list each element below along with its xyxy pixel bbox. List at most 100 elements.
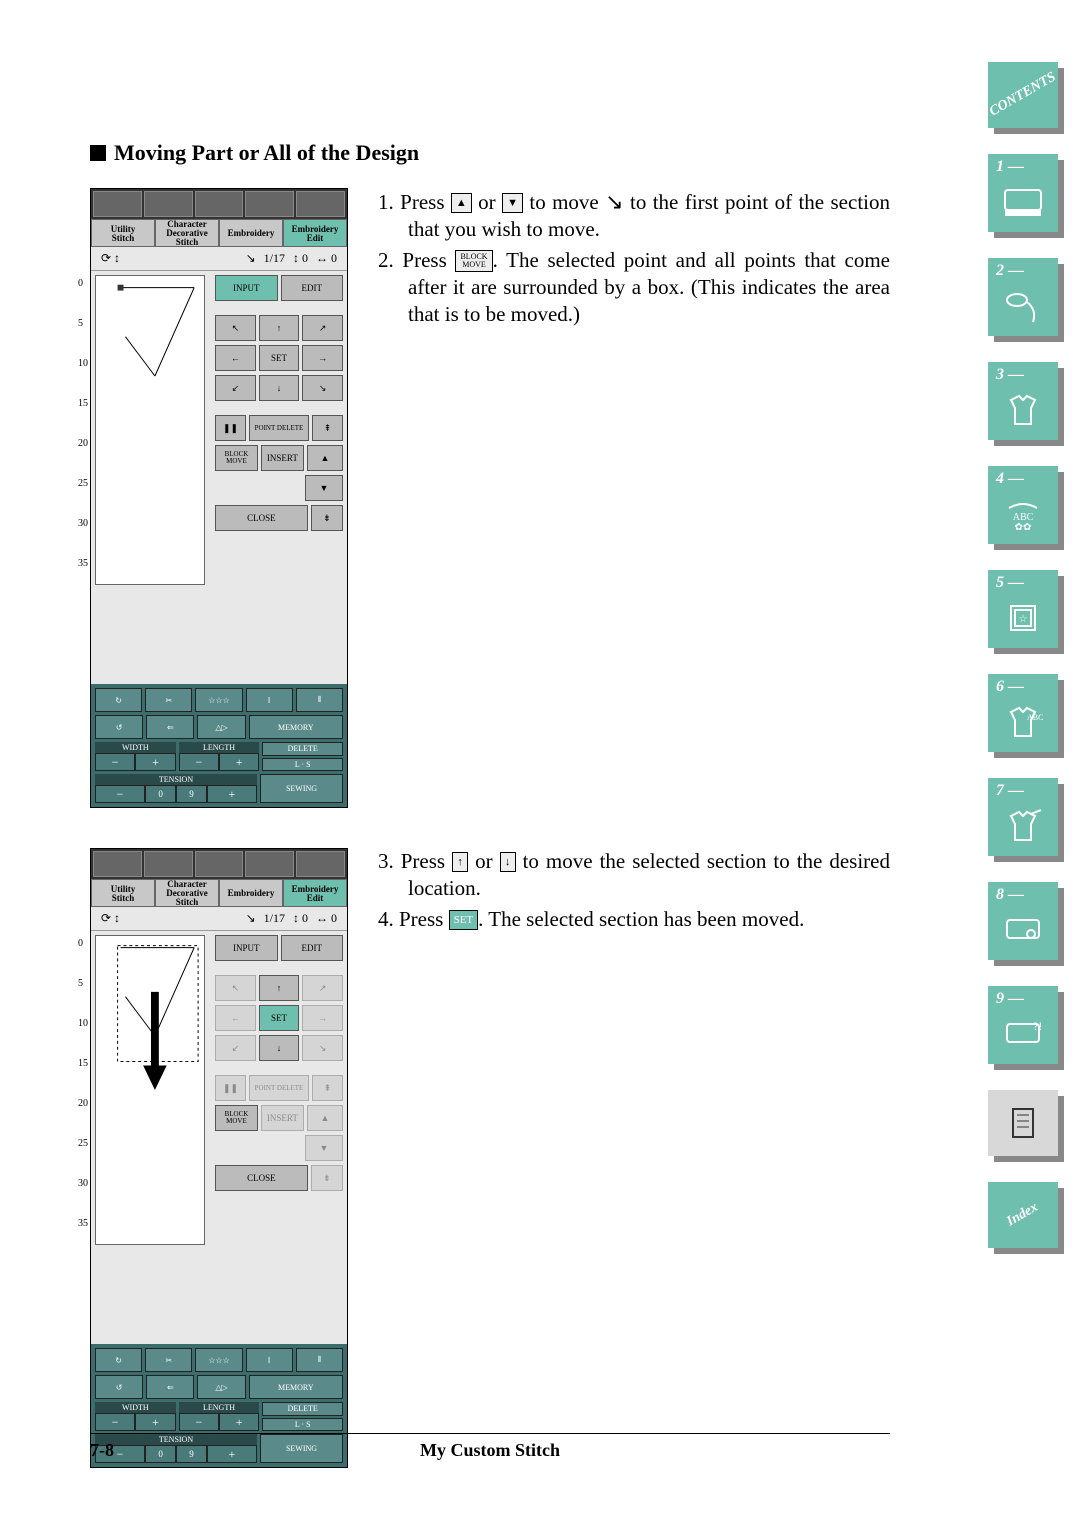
tension-label: TENSION [95,774,257,785]
svg-text:ABC: ABC [1027,713,1043,722]
tab-embroidery-edit[interactable]: EmbroideryEdit [283,219,347,247]
block-move-button-2[interactable]: BLOCK MOVE [215,1105,258,1131]
row-1: UtilityStitch CharacterDecorativeStitch … [90,188,890,808]
pointer-icon: ↘ [246,251,256,266]
chapter-6-tab[interactable]: 6 —ABC [988,674,1058,752]
set-button-2[interactable]: SET [259,1005,300,1031]
arrow-left[interactable]: ← [215,345,256,371]
arrow-sw[interactable]: ↙ [215,375,256,401]
bot-btn-7[interactable]: ⇐ [146,715,194,739]
width-group: WIDTH − + [95,742,176,771]
width-minus[interactable]: − [95,753,135,771]
chapter-2-tab[interactable]: 2 — [988,258,1058,336]
width-plus[interactable]: + [135,753,175,771]
pause-button[interactable]: ❚❚ [215,415,246,441]
tshirt-icon [1001,384,1045,436]
mode-tabs-2: UtilityStitch CharacterDecorativeStitch … [91,879,347,907]
arrow-nw[interactable]: ↖ [215,315,256,341]
down-tri-key: ▼ [502,193,523,213]
index-tab[interactable]: Index [988,1182,1058,1248]
sewing-button[interactable]: SEWING [260,774,343,803]
instructions-2: 3. Press ↑ or ↓ to move the selected sec… [378,848,890,1468]
chapter-1-tab[interactable]: 1 — [988,154,1058,232]
step-up-button[interactable]: ▲ [307,445,343,471]
bottom-controls: ↻ ✂ ☆☆☆ ‖ ⦀ ↺ ⇐ △▷ MEMORY WIDTH − [91,684,347,807]
chapter-5-tab[interactable]: 5 —☆ [988,570,1058,648]
close-button-2[interactable]: CLOSE [215,1165,308,1191]
stitch-canvas-2: 0 5 10 15 20 25 30 35 [95,935,205,1245]
step-down-button[interactable]: ▼ [305,475,343,501]
bot-btn-5[interactable]: ⦀ [296,688,343,712]
tab-char-deco-2[interactable]: CharacterDecorativeStitch [155,879,219,907]
bot-btn-6[interactable]: ↺ [95,715,143,739]
arrow-down-2[interactable]: ↓ [259,1035,300,1061]
chapter-3-tab[interactable]: 3 — [988,362,1058,440]
memory-button[interactable]: MEMORY [249,715,343,739]
pointer-icon: ↘ [605,189,623,214]
arrow-se[interactable]: ↘ [302,375,343,401]
page-footer: 7-8 My Custom Stitch [90,1433,890,1461]
edit-button[interactable]: EDIT [281,275,344,301]
delete-button[interactable]: DELETE [262,742,343,756]
bot-btn-8[interactable]: △▷ [197,715,245,739]
tshirt-abc-icon: ABC [1001,696,1045,748]
machine-screenshot-2: UtilityStitch CharacterDecorativeStitch … [90,848,348,1468]
tab-embroidery[interactable]: Embroidery [219,219,283,247]
up-tri-key: ▲ [451,193,472,213]
bot-btn-2[interactable]: ✂ [145,688,192,712]
close-button[interactable]: CLOSE [215,505,308,531]
insert-button[interactable]: INSERT [261,445,304,471]
point-delete-button-2: POINT DELETE [249,1075,309,1101]
tension-left: 0 [145,785,176,803]
heading-bullet [90,145,106,161]
bot-btn-4[interactable]: ‖ [246,688,293,712]
controls-column: INPUT EDIT ↖ ↑ ↗ ← SET → ↙ [211,271,347,684]
length-plus[interactable]: + [219,753,259,771]
tab-embroidery-2[interactable]: Embroidery [219,879,283,907]
chapter-9-tab[interactable]: 9 —?! [988,986,1058,1064]
bot-btn-3[interactable]: ☆☆☆ [195,688,242,712]
top-icon-bar-2 [91,849,347,879]
chapter-4-tab[interactable]: 4 —ABC✿✿ [988,466,1058,544]
edit-button-2[interactable]: EDIT [281,935,344,961]
svg-text:?!: ?! [1033,1019,1042,1033]
page-number: 7-8 [90,1440,114,1461]
set-button[interactable]: SET [259,345,300,371]
up-arrow-key: ↑ [452,852,468,872]
step-2: 2. Press BLOCK MOVE. The selected point … [378,247,890,328]
tab-utility[interactable]: UtilityStitch [91,219,155,247]
tab-utility-2[interactable]: UtilityStitch [91,879,155,907]
bot-btn-1[interactable]: ↻ [95,688,142,712]
width-label: WIDTH [95,742,176,753]
input-button[interactable]: INPUT [215,275,278,301]
arrow-down[interactable]: ↓ [259,375,300,401]
ls-button[interactable]: L · S [262,758,343,772]
contents-tab[interactable]: CONTENTS [988,62,1058,128]
to-bottom-button-2: ⇟ [311,1165,343,1191]
tension-minus[interactable]: − [95,785,145,803]
input-button-2[interactable]: INPUT [215,935,278,961]
arrow-up[interactable]: ↑ [259,315,300,341]
arrow-right[interactable]: → [302,345,343,371]
chapter-8-tab[interactable]: 8 — [988,882,1058,960]
chapter-7-tab[interactable]: 7 — [988,778,1058,856]
length-minus[interactable]: − [179,753,219,771]
tension-plus[interactable]: + [207,785,257,803]
svg-text:☆: ☆ [1019,614,1028,625]
block-move-button[interactable]: BLOCK MOVE [215,445,258,471]
side-tabs: CONTENTS 1 — 2 — 3 — 4 —ABC✿✿ 5 —☆ 6 —AB… [988,62,1058,1248]
arrow-up-2[interactable]: ↑ [259,975,300,1001]
tab-char-deco[interactable]: CharacterDecorativeStitch [155,219,219,247]
to-top-button[interactable]: ⇞ [312,415,343,441]
step-down-button-2: ▼ [305,1135,343,1161]
arrow-ne[interactable]: ↗ [302,315,343,341]
instructions-1: 1. Press ▲ or ▼ to move ↘ to the first p… [378,188,890,808]
appendix-tab[interactable] [988,1090,1058,1156]
machine-screenshot-1: UtilityStitch CharacterDecorativeStitch … [90,188,348,808]
step-up-button-2: ▲ [307,1105,343,1131]
to-bottom-button[interactable]: ⇟ [311,505,343,531]
point-delete-button[interactable]: POINT DELETE [249,415,309,441]
to-top-button-2: ⇞ [312,1075,343,1101]
document-icon [1001,1094,1045,1152]
tab-embroidery-edit-2[interactable]: EmbroideryEdit [283,879,347,907]
